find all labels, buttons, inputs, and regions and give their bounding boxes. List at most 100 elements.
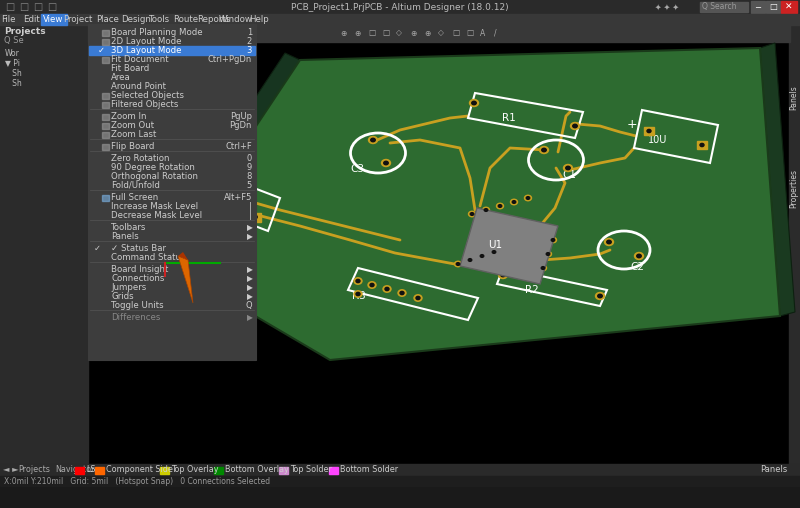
Text: ◇: ◇: [396, 28, 402, 38]
Text: Selected Objects: Selected Objects: [111, 91, 184, 100]
Ellipse shape: [542, 267, 545, 269]
Text: □: □: [466, 28, 474, 38]
Text: Tools: Tools: [149, 15, 170, 24]
Bar: [160, 467, 169, 474]
Bar: [94, 467, 104, 474]
Bar: [0, 0, 800, 14]
Ellipse shape: [512, 201, 516, 203]
Ellipse shape: [598, 294, 602, 298]
Text: +: +: [626, 118, 638, 132]
Text: Route: Route: [173, 15, 198, 24]
Text: ✕: ✕: [786, 3, 793, 12]
Ellipse shape: [637, 254, 642, 258]
Text: Fold/Unfold: Fold/Unfold: [111, 181, 160, 190]
Ellipse shape: [370, 138, 375, 142]
Bar: [89, 46, 255, 55]
Ellipse shape: [551, 239, 554, 241]
Text: Q Se: Q Se: [4, 36, 24, 45]
Ellipse shape: [454, 261, 462, 267]
Bar: [41, 14, 67, 25]
Ellipse shape: [510, 199, 518, 205]
Ellipse shape: [498, 205, 502, 207]
Text: View: View: [43, 15, 63, 24]
Ellipse shape: [456, 263, 460, 265]
Text: ▼ Pi: ▼ Pi: [5, 58, 20, 68]
Text: C2: C2: [630, 262, 644, 272]
Text: Orthogonal Rotation: Orthogonal Rotation: [111, 172, 198, 181]
Text: ▶: ▶: [247, 283, 253, 292]
Text: 2: 2: [246, 37, 252, 46]
Text: ◇: ◇: [438, 28, 444, 38]
Polygon shape: [178, 256, 193, 303]
Ellipse shape: [400, 292, 404, 295]
Ellipse shape: [356, 279, 360, 282]
Ellipse shape: [480, 255, 484, 258]
Text: Decrease Mask Level: Decrease Mask Level: [111, 211, 202, 220]
Text: Differences: Differences: [111, 313, 160, 322]
Ellipse shape: [369, 137, 378, 143]
Ellipse shape: [542, 148, 546, 152]
Text: ✓ Status Bar: ✓ Status Bar: [111, 244, 166, 253]
Text: Component Side: Component Side: [106, 465, 173, 474]
Text: Toolbars: Toolbars: [111, 223, 146, 232]
Bar: [250, 212, 261, 221]
Text: Top Overlay: Top Overlay: [171, 465, 218, 474]
Ellipse shape: [550, 237, 557, 243]
Text: □: □: [452, 28, 459, 38]
Text: ✓: ✓: [94, 244, 101, 253]
Ellipse shape: [563, 165, 573, 172]
Bar: [102, 195, 109, 201]
Text: Place: Place: [96, 15, 119, 24]
Ellipse shape: [573, 124, 578, 128]
Ellipse shape: [634, 252, 643, 260]
Text: 2D Layout Mode: 2D Layout Mode: [111, 37, 182, 46]
Ellipse shape: [354, 291, 362, 297]
Bar: [102, 132, 109, 138]
Text: □: □: [382, 28, 390, 38]
Text: 10U: 10U: [648, 135, 667, 145]
Text: Navigator: Navigator: [55, 465, 94, 474]
Text: SP1: SP1: [227, 179, 247, 193]
Text: LS: LS: [86, 465, 95, 474]
Polygon shape: [178, 252, 188, 260]
Text: C1: C1: [562, 170, 576, 180]
Text: Filtered Objects: Filtered Objects: [111, 100, 178, 109]
Text: Connections: Connections: [111, 274, 164, 283]
Text: ─: ─: [755, 3, 761, 12]
Text: Flip Board: Flip Board: [111, 142, 154, 151]
Bar: [214, 467, 222, 474]
Bar: [102, 39, 109, 45]
Text: ⊕: ⊕: [340, 28, 346, 38]
Text: Fit Document: Fit Document: [111, 55, 169, 64]
Text: 9: 9: [246, 163, 252, 172]
Text: Sheet1.SchDoc: Sheet1.SchDoc: [93, 28, 150, 38]
Polygon shape: [165, 48, 780, 360]
Bar: [102, 143, 109, 149]
Ellipse shape: [356, 293, 360, 296]
Bar: [697, 141, 707, 149]
Ellipse shape: [385, 288, 389, 291]
Text: Bottom Overlay: Bottom Overlay: [225, 465, 288, 474]
Ellipse shape: [384, 161, 388, 165]
Text: /: /: [494, 28, 497, 38]
Bar: [766, 1, 780, 13]
Bar: [88, 42, 790, 476]
Ellipse shape: [492, 250, 496, 253]
Bar: [644, 127, 654, 135]
Bar: [278, 467, 288, 474]
Text: Area: Area: [111, 73, 130, 82]
Text: 90 Degree Rotation: 90 Degree Rotation: [111, 163, 195, 172]
Text: ✓: ✓: [98, 46, 105, 55]
Text: Increase Mask Level: Increase Mask Level: [111, 202, 198, 211]
Bar: [238, 208, 250, 217]
Ellipse shape: [498, 271, 507, 278]
Ellipse shape: [482, 207, 490, 213]
Text: Sh: Sh: [5, 79, 22, 88]
Ellipse shape: [368, 282, 376, 288]
Ellipse shape: [470, 213, 474, 215]
Text: Alt+F5: Alt+F5: [224, 193, 252, 202]
Ellipse shape: [526, 197, 530, 199]
Text: Q: Q: [246, 301, 252, 310]
Ellipse shape: [383, 285, 391, 292]
Ellipse shape: [539, 146, 549, 153]
